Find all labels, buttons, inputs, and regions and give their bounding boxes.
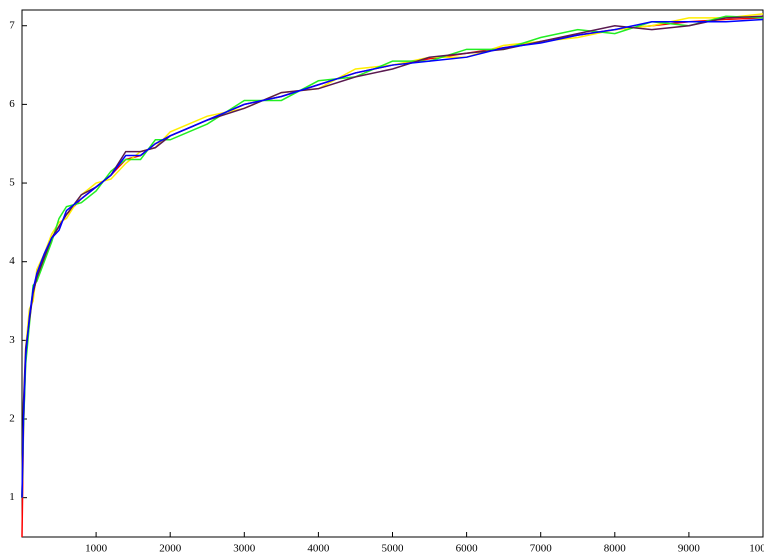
x-tick-label: 8000 [604, 543, 627, 555]
y-tick-label: 2 [9, 413, 15, 425]
series-line [21, 17, 764, 538]
x-tick-label: 6000 [456, 543, 479, 555]
x-tick-label: 7000 [530, 543, 553, 555]
plot-frame [21, 9, 764, 538]
x-tick-label: 10000 [749, 543, 764, 555]
series-line [21, 15, 764, 498]
y-tick-label: 7 [9, 19, 15, 31]
x-tick-label: 4000 [307, 543, 330, 555]
x-tick-label: 9000 [678, 543, 701, 555]
y-tick-label: 3 [9, 334, 15, 346]
y-tick-label: 5 [9, 177, 15, 189]
y-tick-label: 6 [9, 98, 15, 110]
x-tick-label: 3000 [233, 543, 256, 555]
x-tick-label: 1000 [85, 543, 108, 555]
series-line [21, 13, 764, 498]
x-tick-label: 5000 [382, 543, 405, 555]
series-line [21, 15, 764, 498]
y-tick-label: 4 [9, 255, 15, 267]
x-tick-label: 2000 [159, 543, 182, 555]
series-line [21, 18, 764, 498]
y-tick-label: 1 [9, 491, 15, 503]
